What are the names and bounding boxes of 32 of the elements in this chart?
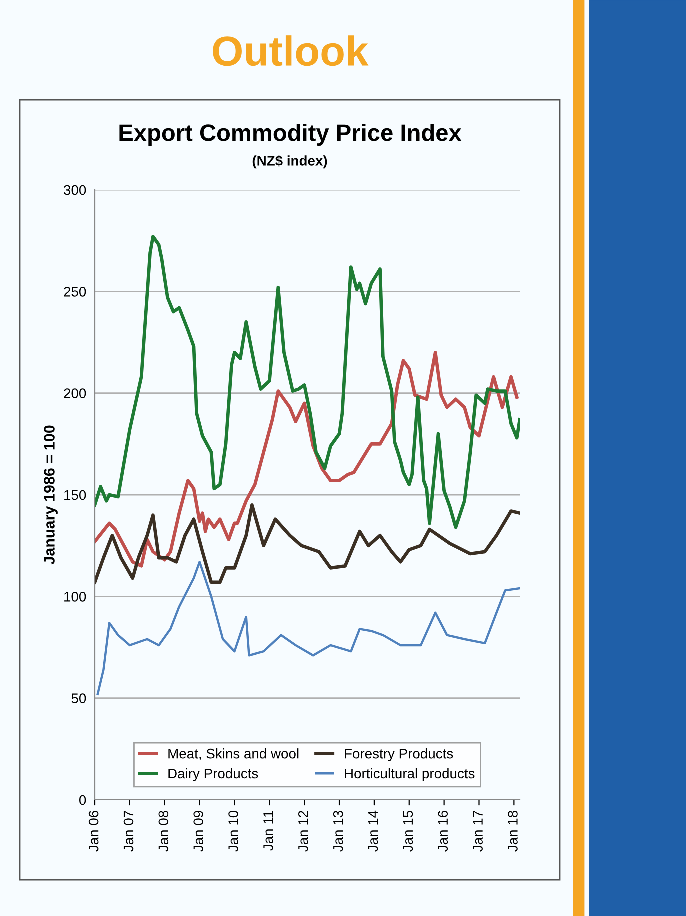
line-series	[95, 350, 519, 568]
y-axis-title: January 1986 = 100	[44, 426, 58, 565]
y-tick-label: 300	[64, 185, 86, 196]
y-tick-label: 50	[72, 694, 86, 704]
x-tick-label: Jan 13	[333, 811, 344, 852]
y-tick-label: 200	[64, 388, 86, 399]
x-tick-label: Jan 18	[508, 811, 518, 852]
x-tick-label: Jan 08	[158, 811, 169, 852]
x-tick-label: Jan 09	[194, 811, 204, 852]
y-tick-label: 0	[79, 795, 86, 806]
legend-label: Meat, Skins and wool	[168, 748, 299, 760]
y-tick-label: 150	[64, 490, 86, 500]
y-tick-label: 100	[64, 592, 86, 602]
legend-label: Dairy Products	[168, 768, 258, 782]
legend-label: Forestry Products	[345, 748, 454, 762]
line-series	[95, 503, 520, 584]
x-tick-label: Jan 16	[438, 811, 448, 852]
x-tick-label: Jan 10	[228, 810, 238, 852]
x-tick-label: Jan 11	[264, 811, 274, 851]
y-tick-label: 250	[64, 287, 86, 297]
chart-subtitle: (NZ$ index)	[252, 155, 328, 169]
legend-label: Horticultural products	[345, 768, 475, 782]
x-tick-label: Jan 06	[88, 811, 99, 852]
x-tick-label: Jan 14	[368, 810, 378, 852]
x-tick-label: Jan 07	[124, 811, 134, 852]
x-tick-label: Jan 15	[403, 810, 414, 852]
chart-title: Export Commodity Price Index	[120, 124, 462, 146]
text: Outlook	[213, 36, 369, 66]
x-tick-label: Jan 17	[473, 811, 483, 852]
line-series	[95, 235, 520, 530]
x-tick-label: Jan 12	[298, 811, 308, 852]
line-series	[96, 560, 520, 696]
